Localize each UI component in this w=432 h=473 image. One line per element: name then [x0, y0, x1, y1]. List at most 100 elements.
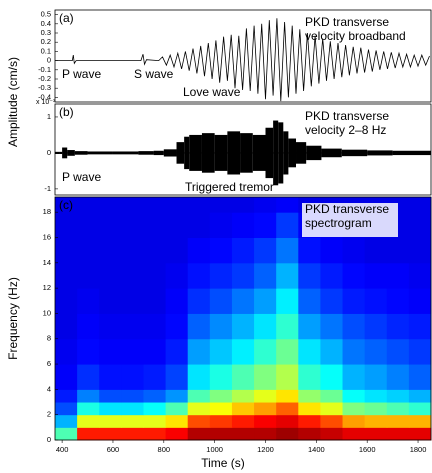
spectrogram-cell — [408, 364, 432, 390]
spectrogram-cell — [386, 427, 410, 441]
spectrogram-cell — [342, 237, 366, 264]
spectrogram-cell — [77, 338, 100, 365]
spectrogram-cell — [121, 262, 144, 289]
spectrogram-cell — [121, 288, 144, 314]
spectrogram-cell — [99, 389, 122, 403]
spectrogram-cell — [364, 313, 388, 340]
spectrogram-cell — [364, 237, 388, 264]
spectrogram-cell — [320, 237, 344, 264]
y-tick-label: 0.3 — [41, 28, 51, 37]
spectrogram-cell — [386, 402, 410, 416]
spectrogram-cell — [165, 212, 189, 238]
spectrogram-cell — [276, 288, 299, 314]
spectrogram-cell — [276, 427, 299, 441]
panel-label: (b) — [59, 105, 74, 119]
spectrogram-cell — [209, 402, 233, 416]
spectrogram-cell — [77, 237, 100, 264]
spectrogram-cell — [320, 402, 344, 416]
spectrogram-cell — [320, 364, 344, 390]
spectrogram-cell — [165, 313, 189, 340]
spectrogram-cell — [121, 197, 144, 213]
panel-title: velocity 2–8 Hz — [305, 123, 386, 137]
spectrogram-cell — [165, 338, 189, 365]
spectrogram-cell — [209, 364, 233, 390]
x-tick-label: 800 — [158, 445, 171, 454]
spectrogram-cell — [320, 338, 344, 365]
spectrogram-cell — [165, 288, 189, 314]
spectrogram-cell — [77, 389, 100, 403]
spectrogram-cell — [187, 197, 211, 213]
spectrogram-cell — [231, 338, 255, 365]
spectrogram-cell — [209, 427, 233, 441]
spectrogram-cell — [99, 313, 122, 340]
spectrogram-cell — [165, 402, 189, 416]
spectrogram-cell — [77, 197, 100, 213]
y-tick-label: 16 — [43, 232, 51, 241]
spectrogram-cell — [143, 262, 167, 289]
annotation: Love wave — [183, 85, 241, 99]
spectrogram-cell — [386, 338, 410, 365]
waveform — [55, 18, 430, 102]
spectrogram-cell — [55, 389, 78, 403]
spectrogram-cell — [254, 197, 277, 213]
spectrogram-cell — [342, 288, 366, 314]
y-tick-label: 10 — [43, 308, 51, 317]
x-tick-label: 1600 — [359, 445, 376, 454]
spectrogram-cell — [231, 414, 255, 428]
spectrogram-cell — [165, 364, 189, 390]
spectrogram-cell — [99, 414, 122, 428]
spectrogram-cell — [209, 197, 233, 213]
spectrogram-cell — [364, 364, 388, 390]
plot-layer — [55, 18, 432, 441]
spectrogram-cell — [342, 262, 366, 289]
panel-label: (a) — [59, 11, 74, 25]
scale-label: x 10⁻³ — [36, 99, 56, 106]
spectrogram-cell — [77, 313, 100, 340]
y-axis-label: Amplitude (cm/s) — [6, 57, 20, 147]
spectrogram-cell — [55, 414, 78, 428]
panel-title: PKD transverse — [305, 109, 389, 123]
spectrogram-cell — [231, 389, 255, 403]
y-tick-label: 18 — [43, 207, 51, 216]
spectrogram-cell — [231, 364, 255, 390]
spectrogram-cell — [254, 313, 277, 340]
spectrogram-cell — [187, 414, 211, 428]
spectrogram-cell — [254, 402, 277, 416]
spectrogram-cell — [408, 288, 432, 314]
spectrogram-cell — [187, 427, 211, 441]
spectrogram-cell — [231, 197, 255, 213]
y-tick-label: -0.1 — [38, 65, 51, 74]
spectrogram-cell — [99, 262, 122, 289]
spectrogram-cell — [77, 288, 100, 314]
spectrogram-cell — [143, 197, 167, 213]
spectrogram-cell — [77, 427, 100, 441]
spectrogram-cell — [187, 402, 211, 416]
spectrogram-cell — [386, 262, 410, 289]
spectrogram-cell — [77, 364, 100, 390]
spectrogram-cell — [55, 313, 78, 340]
y-tick-label: 0 — [47, 435, 51, 444]
spectrogram-cell — [298, 313, 321, 340]
spectrogram-cell — [187, 288, 211, 314]
y-tick-label: 4 — [47, 384, 51, 393]
spectrogram-cell — [254, 338, 277, 365]
spectrogram-cell — [165, 237, 189, 264]
annotation: Triggered tremor — [185, 180, 274, 194]
spectrogram-cell — [99, 237, 122, 264]
spectrogram-cell — [276, 237, 299, 264]
spectrogram-cell — [342, 402, 366, 416]
spectrogram-cell — [209, 262, 233, 289]
annotation: P wave — [62, 67, 101, 81]
spectrogram-cell — [55, 402, 78, 416]
spectrogram-cell — [320, 427, 344, 441]
spectrogram-cell — [143, 313, 167, 340]
spectrogram-cell — [99, 427, 122, 441]
spectrogram-cell — [77, 414, 100, 428]
y-tick-label: 1 — [47, 112, 51, 121]
spectrogram-cell — [231, 402, 255, 416]
spectrogram-cell — [298, 262, 321, 289]
x-tick-label: 1000 — [206, 445, 223, 454]
spectrogram-cell — [408, 338, 432, 365]
spectrogram-cell — [121, 364, 144, 390]
spectrogram-cell — [364, 402, 388, 416]
